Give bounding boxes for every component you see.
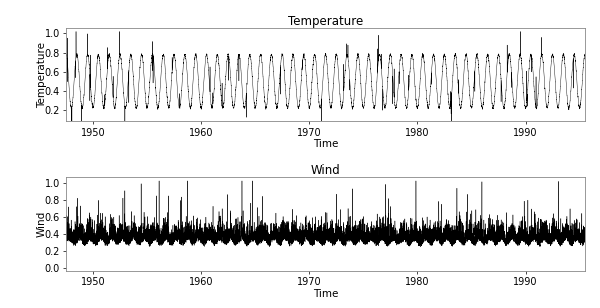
- Y-axis label: Wind: Wind: [37, 211, 47, 237]
- X-axis label: Time: Time: [313, 139, 338, 149]
- Title: Wind: Wind: [311, 164, 340, 177]
- Title: Temperature: Temperature: [288, 15, 363, 28]
- X-axis label: Time: Time: [313, 289, 338, 299]
- Y-axis label: Temperature: Temperature: [37, 42, 47, 107]
